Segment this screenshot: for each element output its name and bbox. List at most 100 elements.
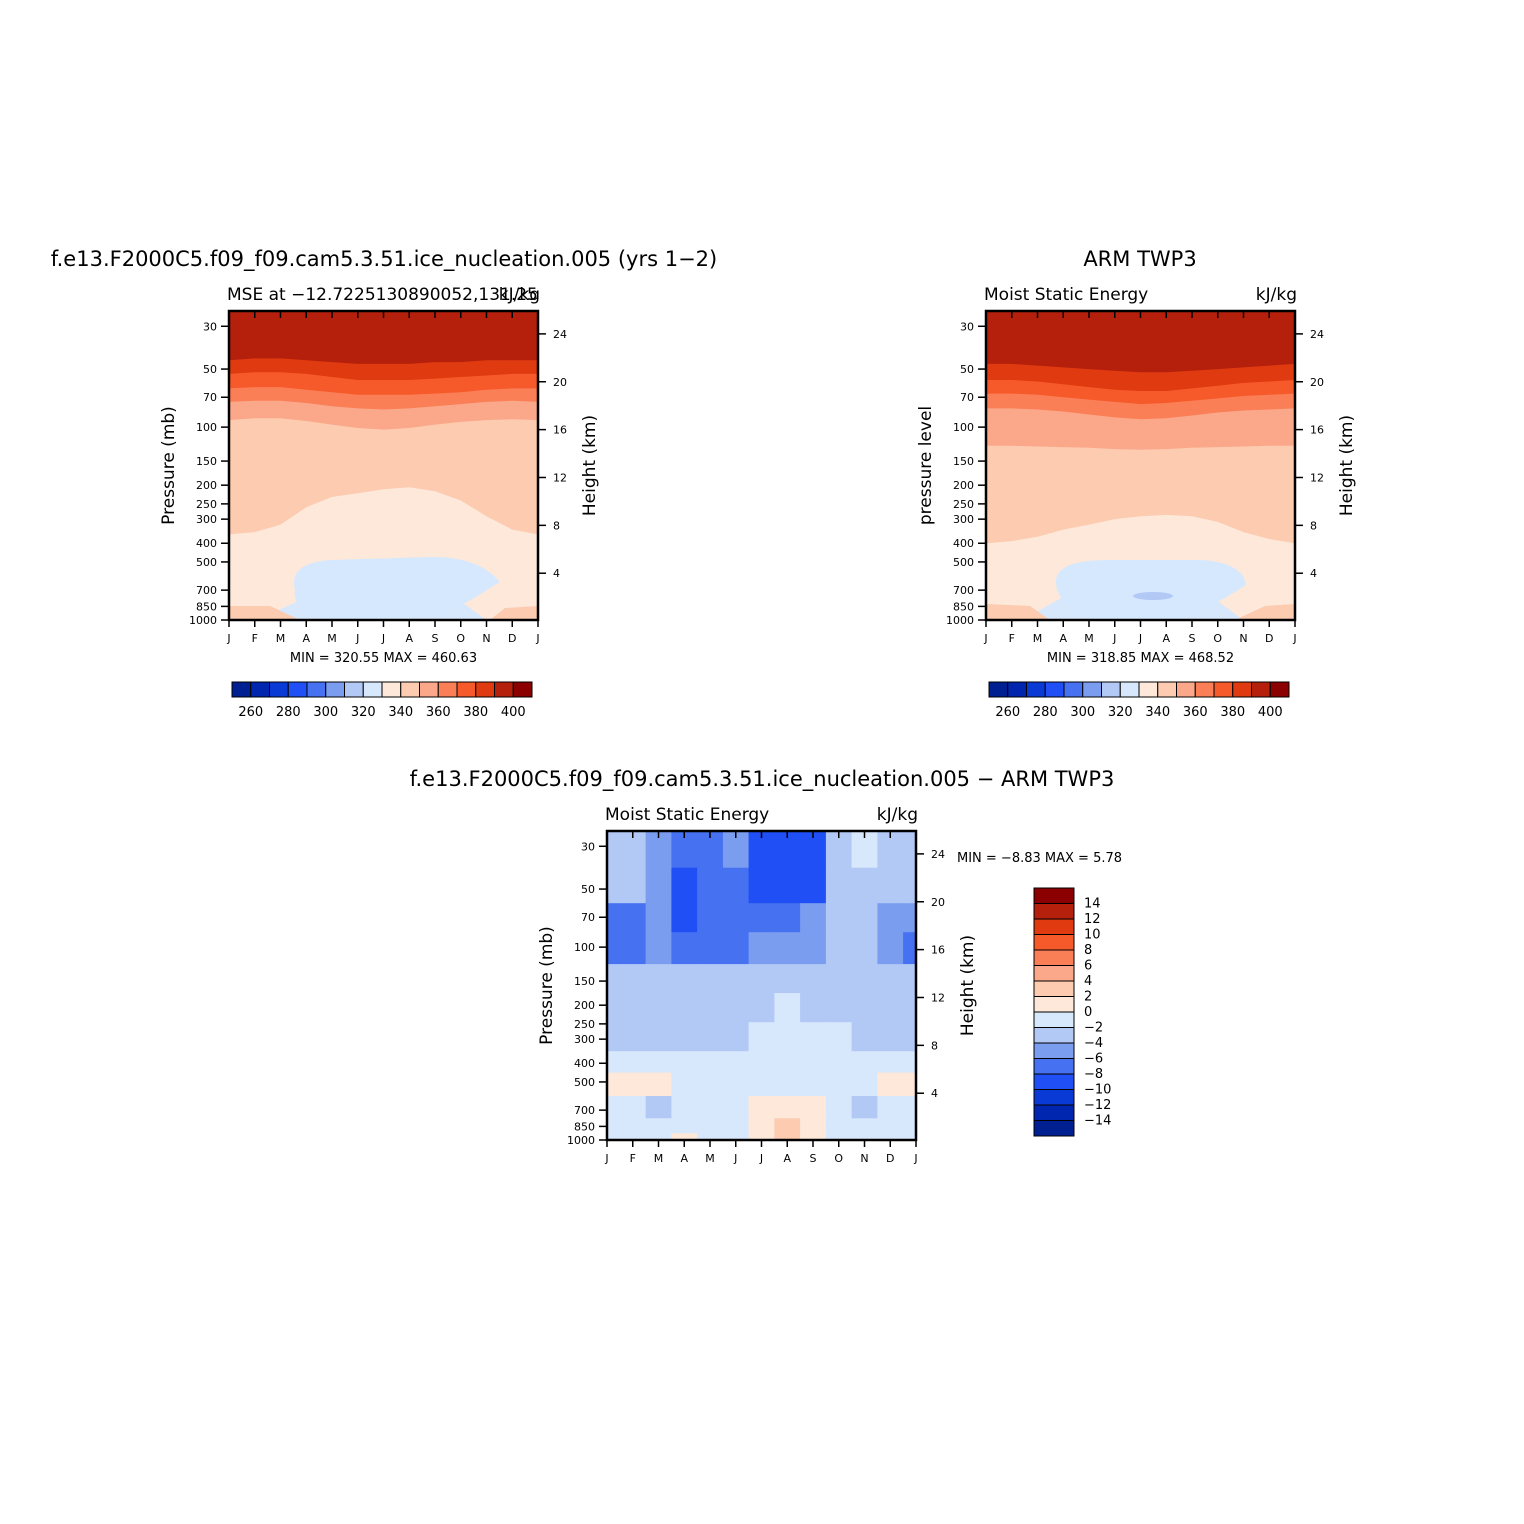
y-tick-label: 300 (953, 513, 974, 526)
diff-cell (607, 1133, 621, 1140)
colorbar-swatch (1033, 1011, 1075, 1028)
y-right-axis-label: Height (km) (958, 935, 978, 1036)
diff-cell (722, 1133, 750, 1140)
diff-cell (645, 1133, 672, 1140)
diff-cell (774, 1022, 801, 1052)
diff-cell (671, 1072, 698, 1097)
diff-cell (903, 932, 916, 965)
y-right-axis-label: Height (km) (580, 415, 600, 516)
colorbar-swatch (1033, 1089, 1075, 1106)
diff-cell (607, 1072, 621, 1097)
y-right-tick-label: 24 (931, 848, 945, 861)
diff-cell (607, 1096, 621, 1119)
x-tick-label: M (276, 632, 286, 645)
x-tick-label: J (913, 1152, 917, 1165)
diff-cell (877, 867, 904, 904)
colorbar-swatch (1033, 1042, 1075, 1059)
chart-title: f.e13.F2000C5.f09_f09.cam5.3.51.ice_nucl… (410, 767, 1115, 792)
diff-cell (825, 1118, 853, 1134)
y-tick-label: 400 (953, 537, 974, 550)
panel-model-mse: f.e13.F2000C5.f09_f09.cam5.3.51.ice_nucl… (51, 247, 717, 720)
diff-cell (645, 1072, 672, 1097)
surface-band (229, 606, 538, 620)
diff-cell (722, 903, 750, 933)
colorbar-swatch (362, 681, 383, 698)
diff-cell (851, 1118, 878, 1134)
diff-cell (748, 964, 775, 994)
x-tick-label: D (1265, 632, 1273, 645)
diff-cell (825, 964, 853, 994)
chart-title: f.e13.F2000C5.f09_f09.cam5.3.51.ice_nucl… (51, 247, 717, 272)
y-tick-label: 150 (196, 455, 217, 468)
diff-cell (825, 1096, 853, 1119)
diff-cell (645, 993, 672, 1023)
colorbar-label: 340 (388, 705, 413, 720)
diff-cell (774, 867, 801, 904)
diff-cell (645, 932, 672, 965)
diff-cell (748, 1072, 775, 1097)
y-tick-label: 50 (960, 363, 974, 376)
colorbar-label: 0 (1084, 1005, 1092, 1020)
x-tick-label: J (983, 632, 987, 645)
colorbar-swatch (1033, 903, 1075, 920)
colorbar-label: 260 (238, 705, 263, 720)
y-tick-label: 300 (196, 513, 217, 526)
colorbar-label: 300 (1070, 705, 1095, 720)
colorbar-swatch (250, 681, 270, 698)
chart-title: ARM TWP3 (1083, 247, 1196, 271)
y-right-axis-label: Height (km) (1337, 415, 1357, 516)
diff-cell (645, 903, 672, 933)
diff-cell (903, 1072, 916, 1097)
diff-cell (877, 1072, 904, 1097)
colorbar-swatch (494, 681, 514, 698)
diff-cell (748, 993, 775, 1023)
y-right-tick-label: 8 (931, 1039, 938, 1052)
y-tick-label: 700 (196, 584, 217, 597)
y-right-tick-label: 24 (1310, 328, 1324, 341)
x-tick-label: D (508, 632, 516, 645)
colorbar-label: 12 (1084, 912, 1101, 927)
y-tick-label: 400 (196, 537, 217, 550)
colorbar-swatch (325, 681, 345, 698)
y-tick-label: 850 (196, 600, 217, 613)
colorbar-label: −12 (1084, 1098, 1111, 1113)
diff-cell (722, 867, 750, 904)
x-tick-label: M (327, 632, 337, 645)
diff-cell (800, 903, 827, 933)
colorbar-swatch (1033, 1058, 1075, 1075)
x-tick-label: A (1162, 632, 1170, 645)
diff-cell (697, 1051, 724, 1074)
colorbar-swatch (1033, 965, 1075, 982)
colorbar-swatch (988, 681, 1009, 698)
diff-cell (748, 1051, 775, 1074)
y-right-tick-label: 16 (553, 424, 567, 437)
subtitle-left: MSE at −12.7225130890052,131.25 (227, 285, 538, 305)
low-mse-core (1133, 592, 1173, 600)
x-tick-label: S (810, 1152, 817, 1165)
x-tick-label: F (1009, 632, 1015, 645)
colorbar-swatch (1033, 949, 1075, 966)
diff-cell (851, 932, 878, 965)
colorbar-swatch (1063, 681, 1084, 698)
diff-cell (800, 867, 827, 904)
diff-cell (877, 903, 904, 933)
diff-cell (619, 867, 647, 904)
diff-cell (697, 964, 724, 994)
diff-cell (851, 1072, 878, 1097)
y-tick-label: 50 (581, 883, 595, 896)
diff-cell (851, 903, 878, 933)
diff-cell (619, 993, 647, 1023)
subtitle-left: Moist Static Energy (605, 805, 769, 825)
colorbar-swatch (1176, 681, 1196, 698)
y-right-tick-label: 8 (553, 519, 560, 532)
y-tick-label: 250 (953, 498, 974, 511)
diff-cell (645, 1051, 672, 1074)
diff-cell (774, 1051, 801, 1074)
diff-cell (722, 1072, 750, 1097)
y-tick-label: 850 (574, 1120, 595, 1133)
y-tick-label: 100 (953, 421, 974, 434)
colorbar-swatch (1033, 887, 1075, 904)
diff-cell (607, 964, 621, 994)
diff-cell (851, 993, 878, 1023)
diff-cell (800, 932, 827, 965)
